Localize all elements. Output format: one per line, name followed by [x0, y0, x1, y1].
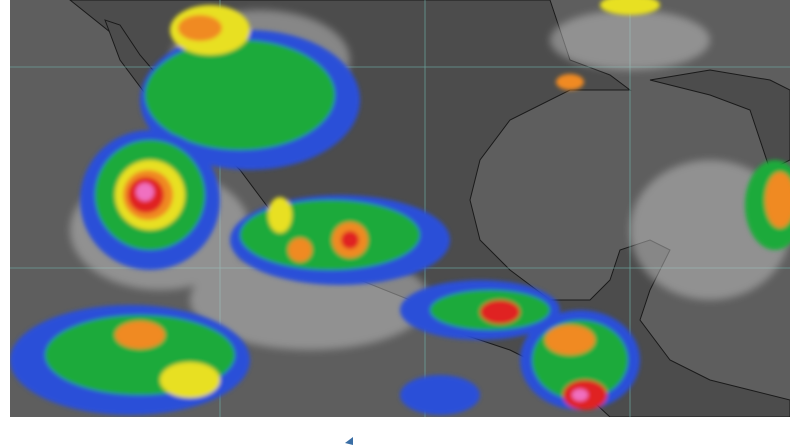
convective-clouds	[10, 0, 790, 415]
logo-icon	[345, 437, 353, 445]
land-florida-cuba	[649, 69, 790, 171]
satellite-map	[10, 0, 790, 417]
footer	[0, 417, 800, 445]
